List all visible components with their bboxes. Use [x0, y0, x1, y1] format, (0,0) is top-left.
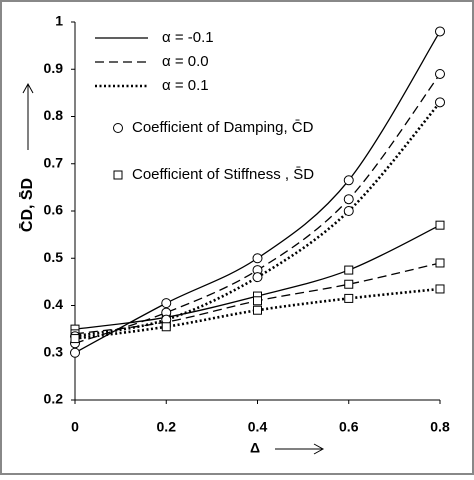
- x-tick-label: 0.6: [339, 419, 359, 435]
- y-tick-label: 0.6: [44, 202, 64, 218]
- x-tick-label: 0.8: [430, 419, 450, 435]
- marker-circle: [435, 26, 445, 37]
- marker-square: [253, 305, 262, 315]
- y-tick-label: 0.3: [44, 343, 64, 359]
- legend-label: α = -0.1: [162, 29, 214, 46]
- marker-circle: [435, 68, 445, 79]
- marker-square: [435, 258, 445, 268]
- legend-label: Coefficient of Stiffness , S̄D: [132, 166, 314, 183]
- marker-circle: [343, 206, 354, 216]
- legend-label: α = 0.0: [162, 53, 209, 70]
- x-tick-label: 0.4: [248, 419, 268, 435]
- marker-circle: [252, 253, 263, 264]
- legend-marker: [113, 123, 123, 133]
- marker-circle: [343, 194, 354, 205]
- series-line: [74, 31, 441, 354]
- marker-circle: [252, 272, 263, 283]
- y-tick-label: 0.4: [44, 296, 64, 312]
- y-arrow-head: [22, 82, 34, 94]
- y-tick-label: 0.2: [44, 391, 64, 407]
- marker-circle: [70, 347, 80, 358]
- marker-square: [161, 322, 171, 332]
- y-tick-label: 1: [55, 13, 63, 29]
- marker-circle: [161, 298, 172, 309]
- x-tick-label: 0.2: [157, 419, 177, 435]
- marker-square: [253, 296, 262, 306]
- marker-square: [344, 279, 354, 289]
- x-arrow-head: [313, 443, 325, 455]
- y-tick-label: 0.9: [44, 60, 64, 76]
- y-tick-label: 0.7: [44, 154, 64, 170]
- marker-square: [344, 265, 354, 275]
- legend-label: Coefficient of Damping, C̄D: [132, 119, 314, 136]
- marker-square: [435, 284, 445, 294]
- x-tick-label: 0: [71, 419, 79, 435]
- legend-marker: [113, 170, 123, 180]
- y-tick-label: 0.5: [44, 249, 64, 265]
- legend-label: α = 0.1: [162, 77, 209, 94]
- x-axis-label: Δ: [250, 440, 260, 456]
- marker-square: [435, 220, 445, 230]
- marker-square: [344, 293, 354, 303]
- marker-circle: [343, 175, 354, 186]
- y-axis-label: C̄D, S̄D: [17, 178, 36, 232]
- marker-circle: [435, 97, 445, 108]
- marker-square: [70, 334, 80, 344]
- y-tick-label: 0.8: [44, 107, 64, 123]
